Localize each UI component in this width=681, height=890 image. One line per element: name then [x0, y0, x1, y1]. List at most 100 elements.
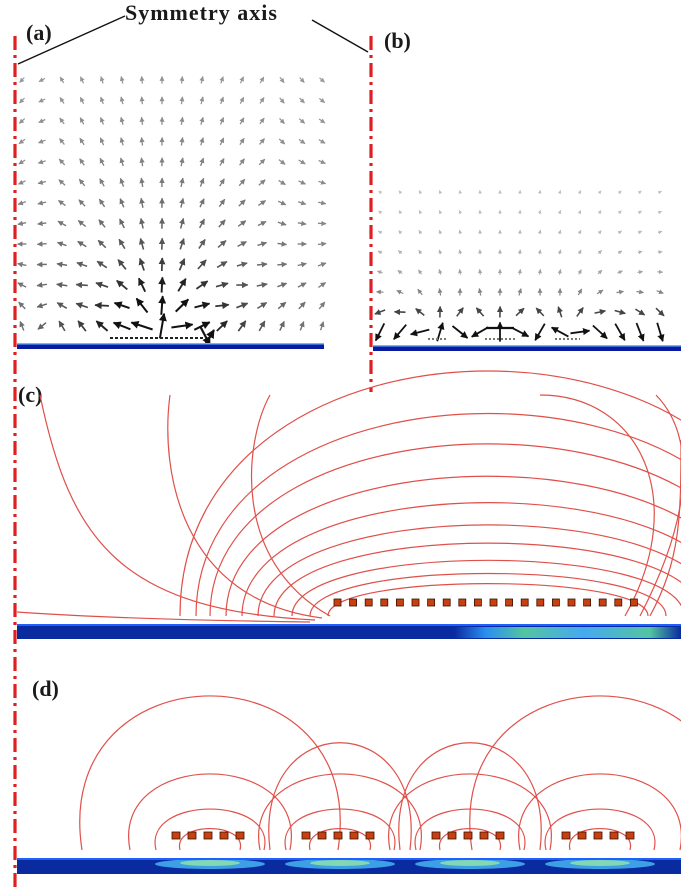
field-line — [517, 773, 681, 851]
field-arrow — [79, 117, 85, 125]
field-arrow — [95, 320, 109, 332]
field-arrow — [179, 157, 185, 167]
field-arrow — [298, 159, 306, 165]
field-arrow — [198, 238, 206, 249]
field-arrow — [256, 282, 268, 289]
field-arrow — [237, 220, 247, 227]
field-arrow — [112, 321, 131, 331]
field-arrow — [256, 301, 268, 310]
field-arrow — [594, 308, 607, 316]
field-arrow — [570, 328, 591, 336]
field-lines-c — [16, 370, 681, 623]
field-arrow — [238, 178, 246, 187]
field-arrow — [138, 237, 146, 250]
field-arrow — [215, 281, 229, 289]
field-arrow — [398, 210, 403, 215]
field-arrow — [458, 209, 463, 214]
field-arrow — [199, 137, 205, 146]
field-arrow — [299, 97, 305, 104]
coil-element — [458, 598, 467, 607]
field-arrow — [139, 197, 145, 208]
field-arrow — [17, 220, 27, 227]
field-arrow — [99, 178, 105, 187]
field-arrow — [478, 268, 483, 275]
coil-elements-d — [171, 831, 635, 840]
field-arrow — [258, 200, 267, 206]
field-arrow — [219, 178, 225, 187]
field-arrow — [99, 137, 105, 146]
field-line — [268, 742, 412, 851]
field-arrow — [577, 288, 583, 296]
field-arrow — [456, 307, 464, 317]
field-arrow — [378, 190, 383, 195]
coil-element — [187, 831, 197, 840]
field-arrow — [259, 138, 265, 145]
field-arrow — [258, 320, 266, 332]
field-arrow — [614, 309, 626, 315]
field-arrow — [418, 249, 423, 255]
field-arrow — [617, 270, 623, 275]
field-arrow — [319, 321, 325, 331]
coil-element — [447, 831, 457, 840]
field-arrow — [36, 302, 48, 309]
field-arrow — [596, 289, 604, 295]
field-arrow — [597, 230, 602, 235]
field-arrow — [614, 323, 626, 341]
field-arrow — [617, 190, 622, 195]
field-arrow — [204, 329, 215, 346]
induced-current-core — [310, 860, 370, 866]
field-arrow — [634, 308, 646, 316]
field-arrow — [279, 117, 285, 125]
field-arrow — [577, 249, 582, 255]
field-arrow — [116, 279, 128, 291]
field-arrow — [38, 118, 46, 124]
field-arrow — [139, 177, 145, 188]
field-arrow — [57, 220, 67, 227]
field-arrow — [279, 320, 285, 331]
field-arrow — [657, 190, 662, 195]
field-arrow — [299, 321, 305, 331]
induced-current-core — [570, 860, 630, 866]
field-arrow — [19, 77, 25, 83]
field-arrow — [657, 210, 663, 215]
field-arrow — [17, 282, 27, 288]
field-arrow — [297, 282, 307, 288]
field-line — [398, 742, 542, 851]
field-arrow — [398, 190, 403, 195]
field-arrow — [318, 97, 326, 104]
symmetry-axis-pointer-right — [311, 19, 369, 53]
field-arrow — [550, 326, 569, 338]
field-line — [544, 808, 656, 851]
field-line — [291, 559, 681, 617]
field-line — [179, 827, 241, 851]
field-arrow — [517, 249, 522, 255]
field-arrow — [178, 237, 186, 250]
field-arrow — [438, 209, 443, 215]
field-line — [250, 394, 331, 617]
field-arrow — [458, 229, 463, 235]
field-arrow — [216, 320, 228, 332]
field-line — [127, 773, 293, 851]
field-arrow — [437, 288, 443, 296]
field-arrow — [537, 268, 542, 275]
field-arrow — [119, 96, 125, 105]
field-arrow — [318, 159, 326, 165]
field-arrow — [139, 96, 145, 105]
field-arrow — [37, 220, 47, 227]
field-arrow — [637, 270, 644, 275]
field-arrow — [577, 269, 582, 275]
field-arrow — [199, 96, 205, 105]
field-arrow — [259, 97, 265, 104]
field-arrow — [119, 76, 125, 84]
induced-current-spots-d — [155, 859, 655, 869]
field-arrow — [318, 200, 327, 206]
field-arrow — [298, 301, 306, 310]
coil-element — [301, 831, 311, 840]
field-arrow — [418, 190, 423, 195]
field-line — [257, 773, 423, 851]
field-arrow — [96, 260, 108, 269]
field-arrow — [119, 137, 125, 146]
field-arrow — [377, 230, 383, 235]
field-arrow — [517, 288, 523, 296]
field-arrow — [279, 97, 285, 104]
